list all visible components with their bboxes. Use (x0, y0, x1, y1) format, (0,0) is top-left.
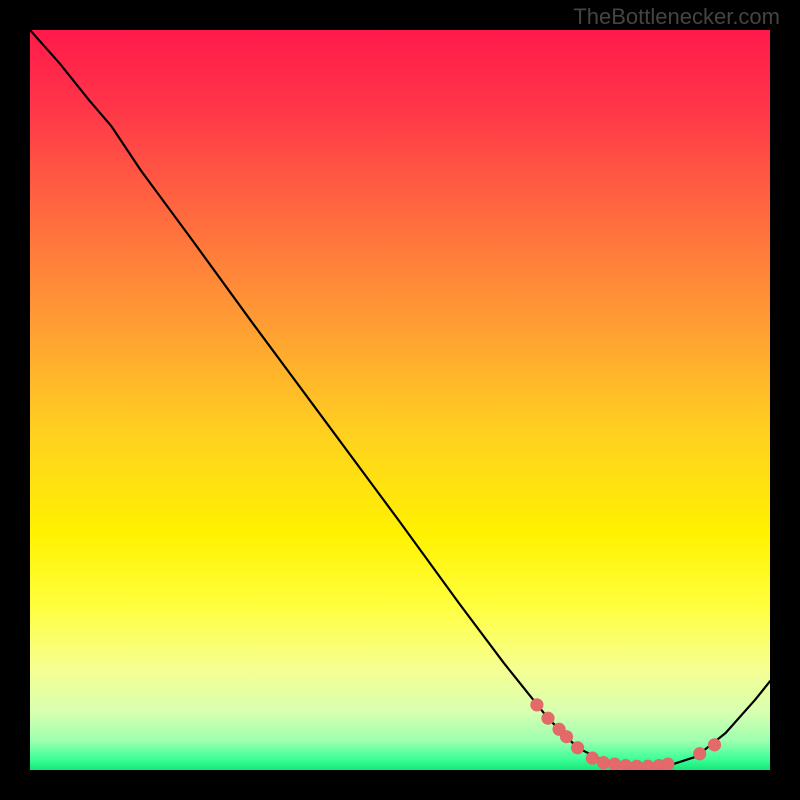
data-marker (530, 698, 543, 711)
data-marker (661, 758, 674, 770)
chart-plot-area (30, 30, 770, 770)
data-marker (708, 738, 721, 751)
data-marker (619, 759, 632, 770)
data-marker (571, 741, 584, 754)
data-marker (608, 758, 621, 770)
data-marker (560, 730, 573, 743)
marker-group (530, 698, 721, 770)
data-marker (542, 712, 555, 725)
data-marker (597, 756, 610, 769)
chart-overlay (30, 30, 770, 770)
data-marker (693, 747, 706, 760)
data-marker (641, 760, 654, 770)
data-marker (630, 760, 643, 770)
watermark-text: TheBottlenecker.com (573, 4, 780, 30)
bottleneck-curve (30, 30, 770, 767)
